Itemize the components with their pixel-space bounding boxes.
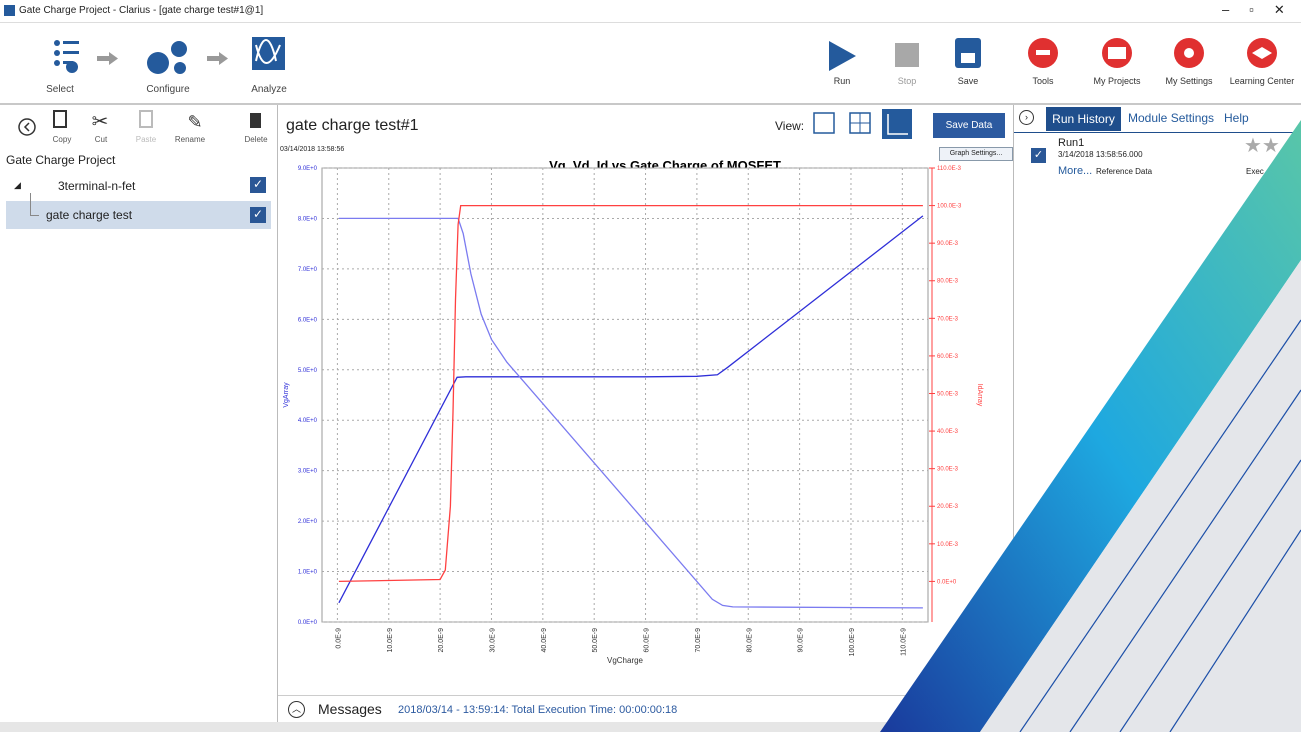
menu-label[interactable]: Learning Center [1217, 76, 1301, 86]
more-link[interactable]: More... [1058, 165, 1092, 177]
y2-tick-label: 60.0E-3 [937, 354, 959, 360]
chart: Vg, Vd, Id vs Gate Charge of MOSFET VgCh… [278, 145, 1013, 695]
messages-bar: ︿ Messages 2018/03/14 - 13:59:14: Total … [278, 695, 1013, 723]
x-tick-label: 50.0E-9 [592, 628, 599, 653]
tree-item[interactable]: 3terminal-n-fet [58, 179, 135, 193]
step-label[interactable]: Configure [123, 84, 213, 95]
y-tick-label: 8.0E+0 [298, 216, 318, 222]
y2-tick-label: 110.0E-3 [937, 166, 962, 172]
y2-tick-label: 10.0E-3 [937, 542, 959, 548]
x-axis-label: VgCharge [607, 656, 644, 665]
x-tick-label: 100.0E-9 [849, 628, 856, 657]
app-window: Gate Charge Project - Clarius - [gate ch… [0, 0, 1301, 732]
x-tick-label: 0.0E-9 [335, 628, 342, 649]
x-tick-label: 70.0E-9 [695, 628, 702, 653]
view-label: View: [775, 119, 804, 133]
run-name: Run1 [1058, 137, 1084, 149]
y-tick-label: 9.0E+0 [298, 166, 318, 172]
y-tick-label: 1.0E+0 [298, 570, 318, 576]
y2-tick-label: 90.0E-3 [937, 241, 959, 247]
y-tick-label: 5.0E+0 [298, 368, 318, 374]
status-bar [0, 722, 1301, 732]
messages-title: Messages [318, 701, 382, 717]
x-tick-label: 10.0E-9 [387, 628, 394, 653]
tab-active[interactable]: Run History [1046, 107, 1121, 131]
run-history-panel: › Run History Module Settings Help Run1 … [1013, 105, 1301, 695]
window-controls[interactable]: –▫✕ [1222, 2, 1301, 18]
y2-tick-label: 100.0E-3 [937, 204, 962, 210]
project-button[interactable]: Rename [170, 135, 210, 144]
title-bar: Gate Charge Project - Clarius - [gate ch… [0, 0, 1301, 23]
y2-tick-label: 20.0E-3 [937, 504, 959, 510]
y2-tick-label: 40.0E-3 [937, 429, 959, 435]
y2-tick-label: 70.0E-3 [937, 316, 959, 322]
y2-tick-label: 0.0E+0 [937, 579, 957, 585]
y2-axis-label: IdArray [976, 384, 983, 407]
project-panel: ✂ ✎ Copy Cut Paste Rename Delete Gate Ch… [0, 105, 278, 722]
x-tick-label: 60.0E-9 [644, 628, 651, 653]
x-tick-label: 20.0E-9 [438, 628, 445, 653]
project-button[interactable]: Cut [81, 135, 121, 144]
x-tick-label: 30.0E-9 [489, 628, 496, 653]
x-tick-label: 90.0E-9 [798, 628, 805, 653]
svg-text:✂: ✂ [92, 111, 109, 133]
tree-item[interactable]: gate charge test [46, 208, 132, 222]
document-title: gate charge test#1 [286, 117, 419, 135]
toolbar: Select Configure Analyze Run Stop Save T… [0, 23, 1301, 105]
message-text: 2018/03/14 - 13:59:14: Total Execution T… [398, 704, 677, 716]
y-axis-label: VgArray [283, 382, 290, 408]
save-data-button[interactable]: Save Data [933, 113, 1005, 138]
checkbox[interactable]: ✓ [1031, 148, 1046, 163]
x-tick-label: 40.0E-9 [541, 628, 548, 653]
y-tick-label: 0.0E+0 [298, 620, 318, 626]
y2-tick-label: 50.0E-3 [937, 391, 959, 397]
step-label[interactable]: Analyze [224, 84, 314, 95]
app-icon [4, 5, 15, 16]
y-tick-label: 4.0E+0 [298, 418, 318, 424]
project-button[interactable]: Copy [42, 135, 82, 144]
tree-arrow[interactable]: ◢ [14, 180, 21, 191]
reference-data: Reference Data [1096, 167, 1152, 176]
view-icons[interactable] [810, 108, 915, 140]
project-title: Gate Charge Project [6, 153, 115, 167]
y-tick-label: 6.0E+0 [298, 317, 318, 323]
y-tick-label: 3.0E+0 [298, 469, 318, 475]
y-tick-label: 7.0E+0 [298, 267, 318, 273]
plot-area [322, 168, 928, 622]
window-title: Gate Charge Project - Clarius - [gate ch… [19, 5, 263, 16]
step-label[interactable]: Select [15, 84, 105, 95]
expand-button[interactable]: ︿ [288, 701, 305, 718]
y2-tick-label: 80.0E-3 [937, 279, 959, 285]
tree-line [30, 193, 39, 216]
x-tick-label: 110.0E-9 [900, 628, 907, 656]
run-status: Exec [1246, 167, 1264, 176]
checkbox[interactable]: ✓ [250, 177, 266, 193]
project-button[interactable]: Paste [126, 135, 166, 144]
collapse-button[interactable]: › [1019, 110, 1034, 125]
rating-stars[interactable]: ★★ [1244, 133, 1280, 158]
run-time: 3/14/2018 13:58:56.000 [1058, 150, 1143, 159]
y-tick-label: 2.0E+0 [298, 519, 318, 525]
y2-tick-label: 30.0E-3 [937, 467, 959, 473]
checkbox[interactable]: ✓ [250, 207, 266, 223]
tab[interactable]: Module Settings [1128, 111, 1214, 125]
x-tick-label: 80.0E-9 [746, 628, 753, 653]
project-button[interactable]: Delete [236, 135, 276, 144]
svg-text:✎: ✎ [187, 112, 202, 132]
tab[interactable]: Help [1224, 111, 1249, 125]
